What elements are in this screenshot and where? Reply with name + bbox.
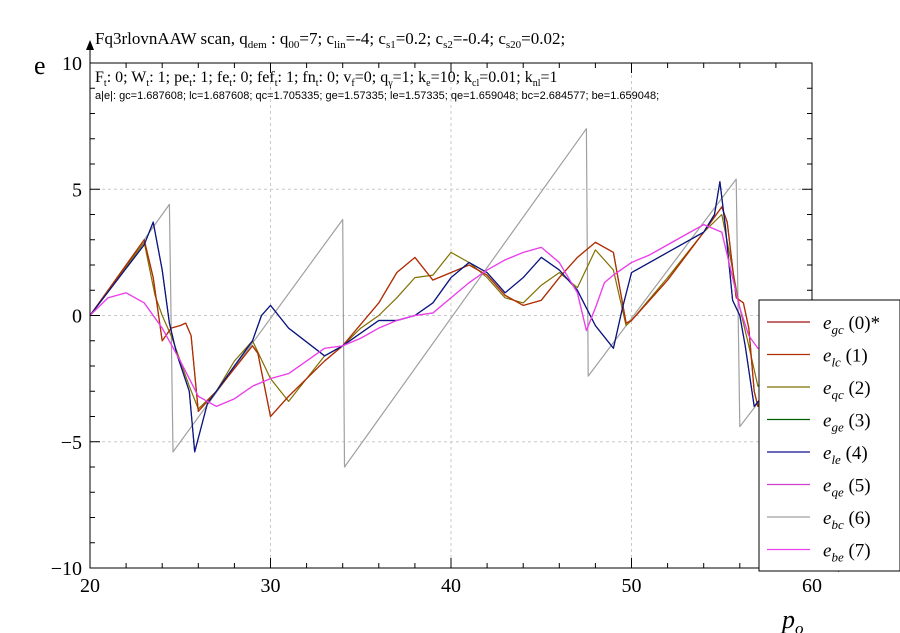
series-line-gc [90,206,768,418]
grid [90,63,812,568]
y-tick-label: 10 [62,53,82,75]
series-line-be [90,224,768,407]
legend: egc (0)* elc (1) eqc (2) ege (3) ele (4) eqe … [767,313,880,565]
x-tick-label: 40 [441,575,461,597]
legend-label-ge: ege (3) [823,411,871,435]
chart-title-line: Fq3rlovnAAW scan, qdem : q00=7; clin=-4;… [95,29,565,51]
y-axis-arrow-icon [86,40,94,50]
info-line: a|e|: gc=1.687608; lc=1.687608; qc=1.705… [95,90,659,102]
y-tick-label: −10 [51,558,82,580]
x-axis-label: po [780,605,804,633]
ticks: 20 30 40 50 60 −10 −5 0 5 10 [51,53,822,597]
legend-label-le: ele (4) [823,443,868,467]
y-tick-label: −5 [61,432,82,454]
params-line: Ft: 0; Wt: 1; pet: 1; fet: 0; feft: 1; f… [95,69,558,89]
series-line-le [90,181,768,453]
series-layer [90,128,768,468]
legend-label-lc: elc (1) [823,346,868,370]
legend-label-bc: ebc (6) [823,508,871,532]
x-tick-label: 20 [80,575,100,597]
x-tick-label: 30 [261,575,281,597]
legend-box [758,299,900,572]
legend-label-qc: eqc (2) [823,378,871,402]
legend-label-gc: egc (0)* [823,313,880,337]
series-line-lc [90,206,768,418]
x-tick-label: 50 [622,575,642,597]
y-tick-label: 0 [72,306,82,328]
x-tick-label: 60 [802,575,822,597]
series-line-qc [90,213,768,410]
legend-label-qe: eqe (5) [823,476,871,500]
legend-label-be: ebe (7) [823,541,871,565]
y-axis-label: e [34,51,46,80]
y-tick-label: 5 [72,179,82,201]
